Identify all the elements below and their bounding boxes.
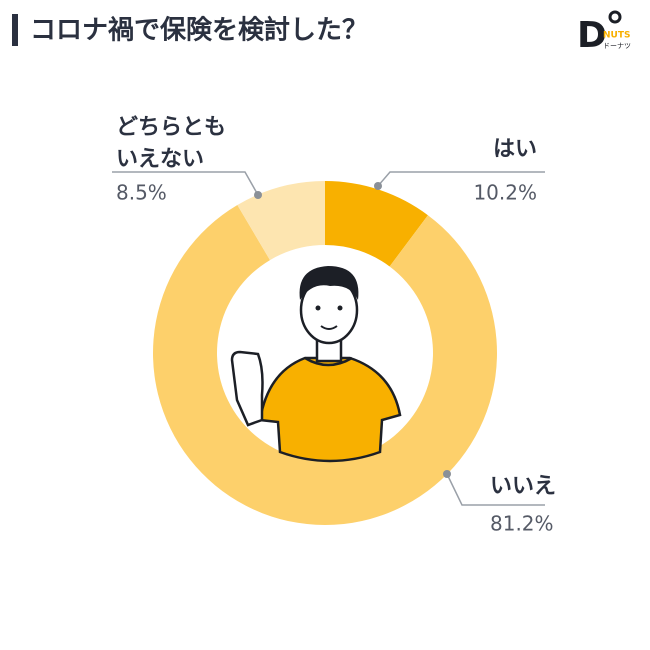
leader-dot bbox=[374, 182, 382, 190]
leader-line bbox=[446, 473, 545, 506]
chart-title: コロナ禍で保険を検討した？ bbox=[30, 15, 368, 46]
logo-name: NUTS bbox=[603, 31, 630, 41]
collar bbox=[304, 356, 353, 367]
title-bar bbox=[12, 14, 18, 46]
category-label: はい bbox=[493, 137, 537, 162]
leader-line bbox=[377, 171, 545, 187]
eye bbox=[315, 305, 321, 311]
donut-segment bbox=[152, 204, 497, 525]
leader-line bbox=[112, 171, 259, 196]
value-label: 8.5% bbox=[116, 181, 167, 205]
category-label: いいえ bbox=[490, 474, 556, 499]
value-label: 10.2% bbox=[473, 181, 537, 205]
logo-dot bbox=[608, 10, 622, 24]
category-label: いえない bbox=[116, 147, 204, 172]
eye bbox=[337, 305, 343, 311]
leader-dot bbox=[254, 191, 262, 199]
category-label: どちらとも bbox=[116, 115, 226, 140]
logo-mark: D bbox=[577, 15, 607, 56]
mouth bbox=[320, 325, 338, 330]
donut bbox=[152, 181, 497, 525]
illustration bbox=[230, 266, 402, 463]
hand bbox=[230, 350, 264, 427]
logo-kana: ドーナツ bbox=[603, 42, 631, 50]
donut-segment bbox=[325, 181, 428, 267]
donut-segment bbox=[237, 181, 325, 261]
hair bbox=[299, 266, 359, 300]
value-label: 81.2% bbox=[490, 512, 554, 536]
leader-dot bbox=[443, 470, 451, 478]
shirt bbox=[258, 356, 402, 463]
